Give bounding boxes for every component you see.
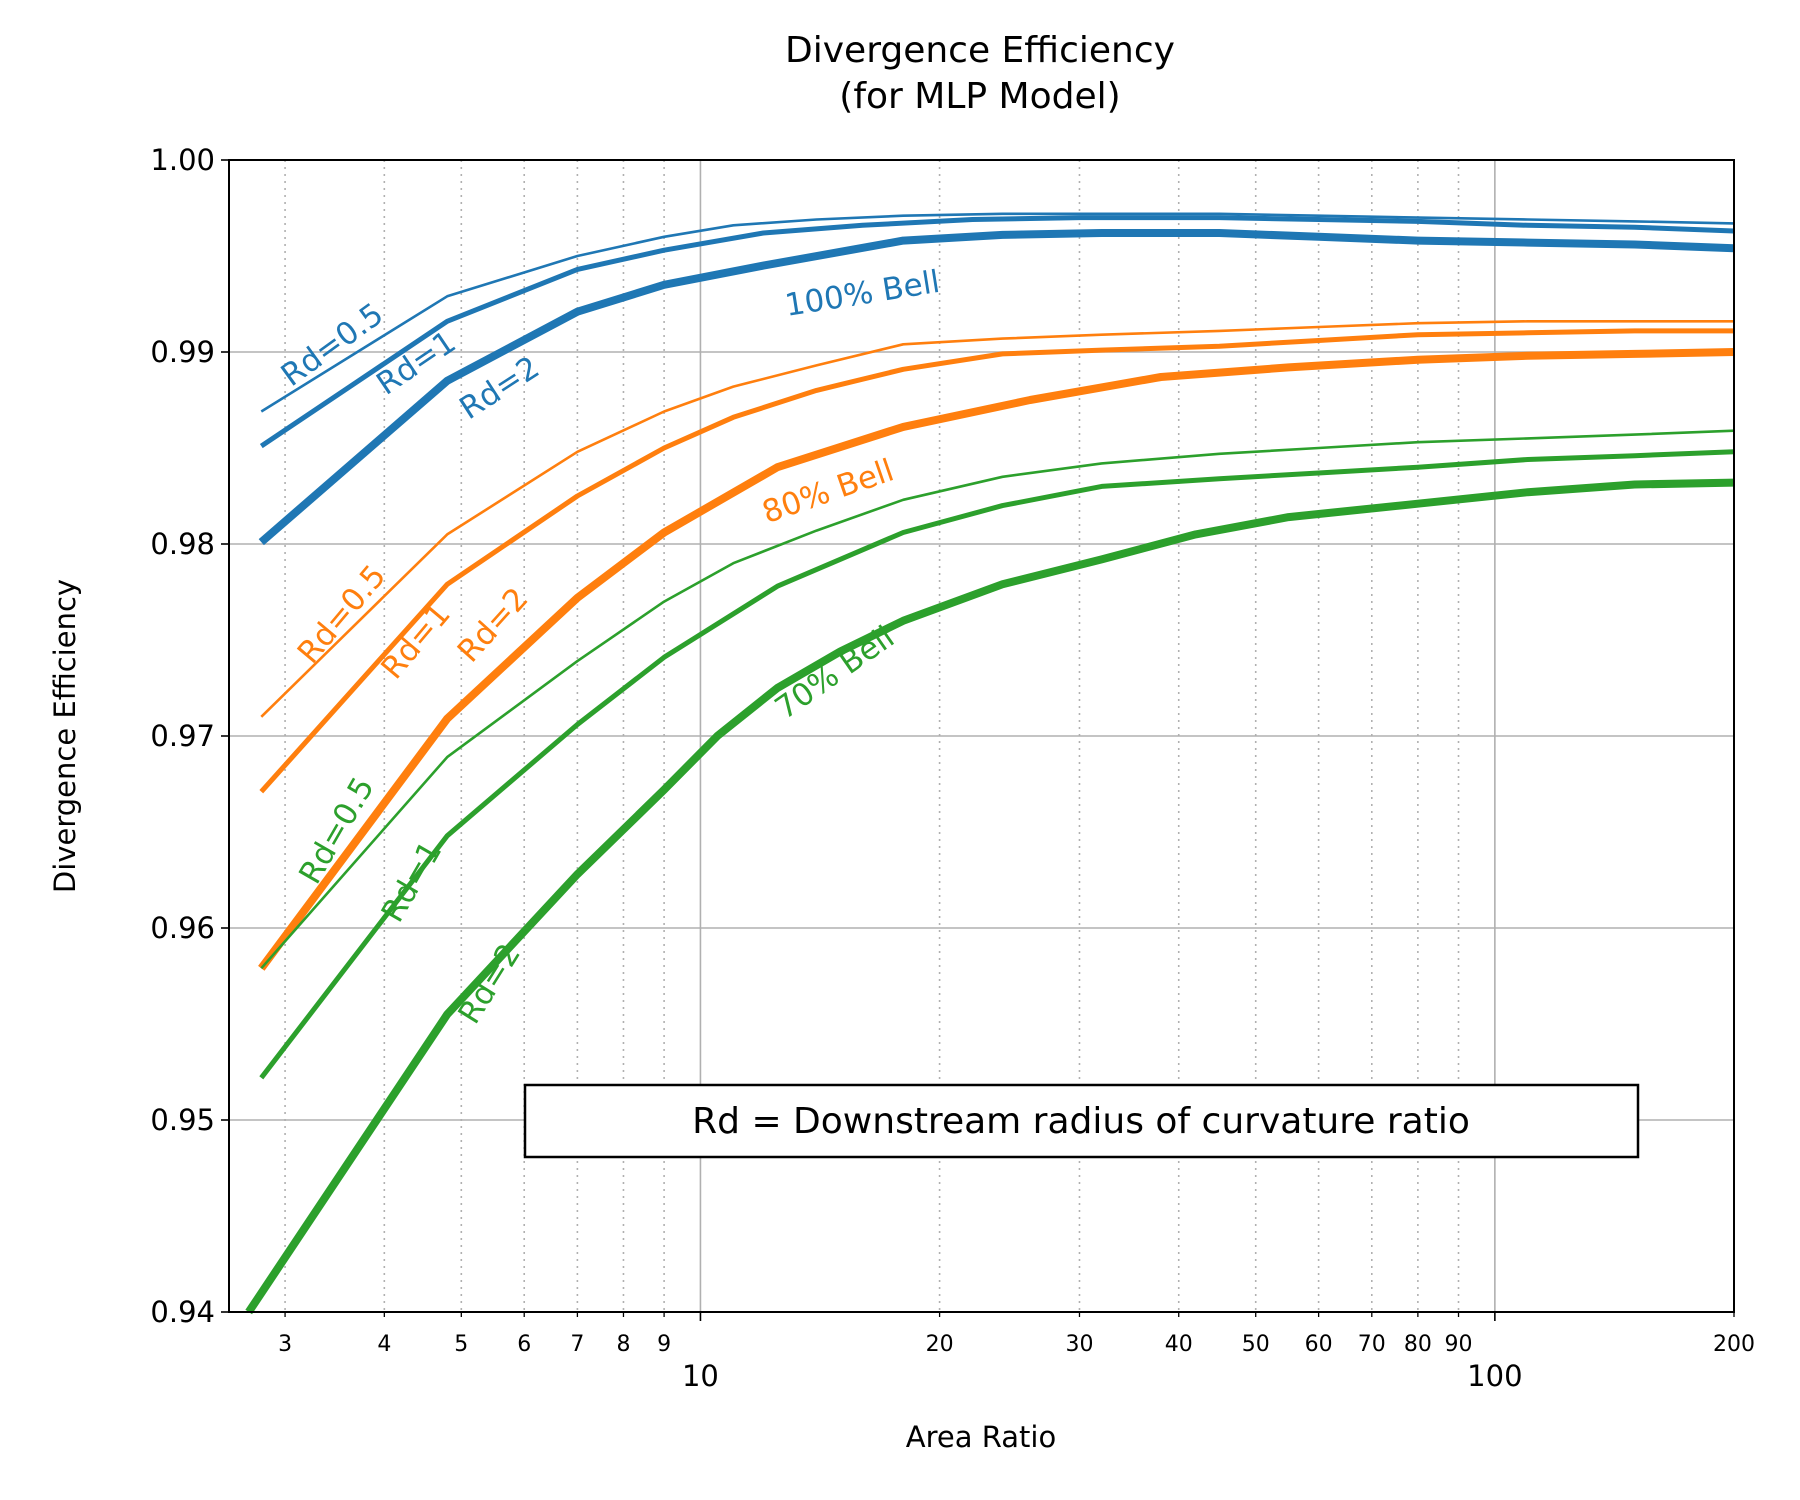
x-minor-tick-label: 60: [1305, 1332, 1333, 1357]
x-minor-tick-label: 20: [926, 1332, 954, 1357]
y-tick-label: 0.98: [150, 527, 215, 561]
x-minor-tick-label: 6: [517, 1332, 531, 1357]
x-minor-tick-label: 7: [570, 1332, 584, 1357]
x-minor-tick-label: 70: [1358, 1332, 1386, 1357]
x-minor-tick-label: 4: [377, 1332, 391, 1357]
x-minor-tick-label: 30: [1065, 1332, 1093, 1357]
series-line-70-bell-rd05: [260, 429, 1735, 970]
x-minor-tick-label: 50: [1242, 1332, 1270, 1357]
series-line-80-bell-rd2: [258, 348, 1735, 971]
series-lines: [245, 212, 1735, 1315]
x-axis-title: Area Ratio: [906, 1420, 1056, 1454]
y-tick-label: 0.96: [150, 911, 215, 945]
x-major-tick-label: 100: [1467, 1359, 1522, 1393]
x-minor-tick-label: 5: [454, 1332, 468, 1357]
series-line-100-bell-rd1: [259, 215, 1735, 449]
chart-title-line-2: (for MLP Model): [839, 76, 1120, 117]
x-minor-tick-label: 3: [278, 1332, 292, 1357]
y-tick-label: 0.97: [150, 719, 215, 753]
axis-ticks: 0.94 0.95 0.96 0.97 0.98 0.99 1.00 3 4 5 6 7 8 9 20 30 4…: [150, 143, 1755, 1393]
annotation-box-frame: [523, 1083, 1640, 1159]
y-tick-label: 0.95: [150, 1103, 215, 1137]
series-line-100-bell-rd2: [258, 229, 1735, 546]
series-line-70-bell-rd2: [245, 478, 1735, 1315]
annotation-box-text: Rd = Downstream radius of curvature rati…: [692, 1101, 1470, 1142]
x-minor-tick-label: 40: [1165, 1332, 1193, 1357]
series-line-80-bell-rd1: [259, 328, 1734, 794]
series-line-100-bell-rd05: [260, 212, 1735, 413]
x-minor-tick-label: 90: [1445, 1332, 1473, 1357]
series-line-70-bell-rd1: [259, 449, 1735, 1080]
x-major-tick-label: 10: [682, 1359, 719, 1393]
x-minor-tick-label: 80: [1404, 1332, 1432, 1357]
annotation-box: Rd = Downstream radius of curvature rati…: [523, 1083, 1640, 1159]
x-minor-tick-label: 200: [1713, 1332, 1755, 1357]
y-tick-label: 0.99: [150, 335, 215, 369]
y-axis-title: Divergence Efficiency: [48, 579, 82, 893]
series-line-80-bell-rd05: [260, 320, 1734, 718]
chart-title-line-1: Divergence Efficiency: [785, 30, 1175, 71]
y-tick-label: 0.94: [150, 1295, 215, 1329]
x-minor-tick-label: 8: [616, 1332, 630, 1357]
y-tick-label: 1.00: [150, 143, 215, 177]
x-minor-tick-label: 9: [657, 1332, 671, 1357]
